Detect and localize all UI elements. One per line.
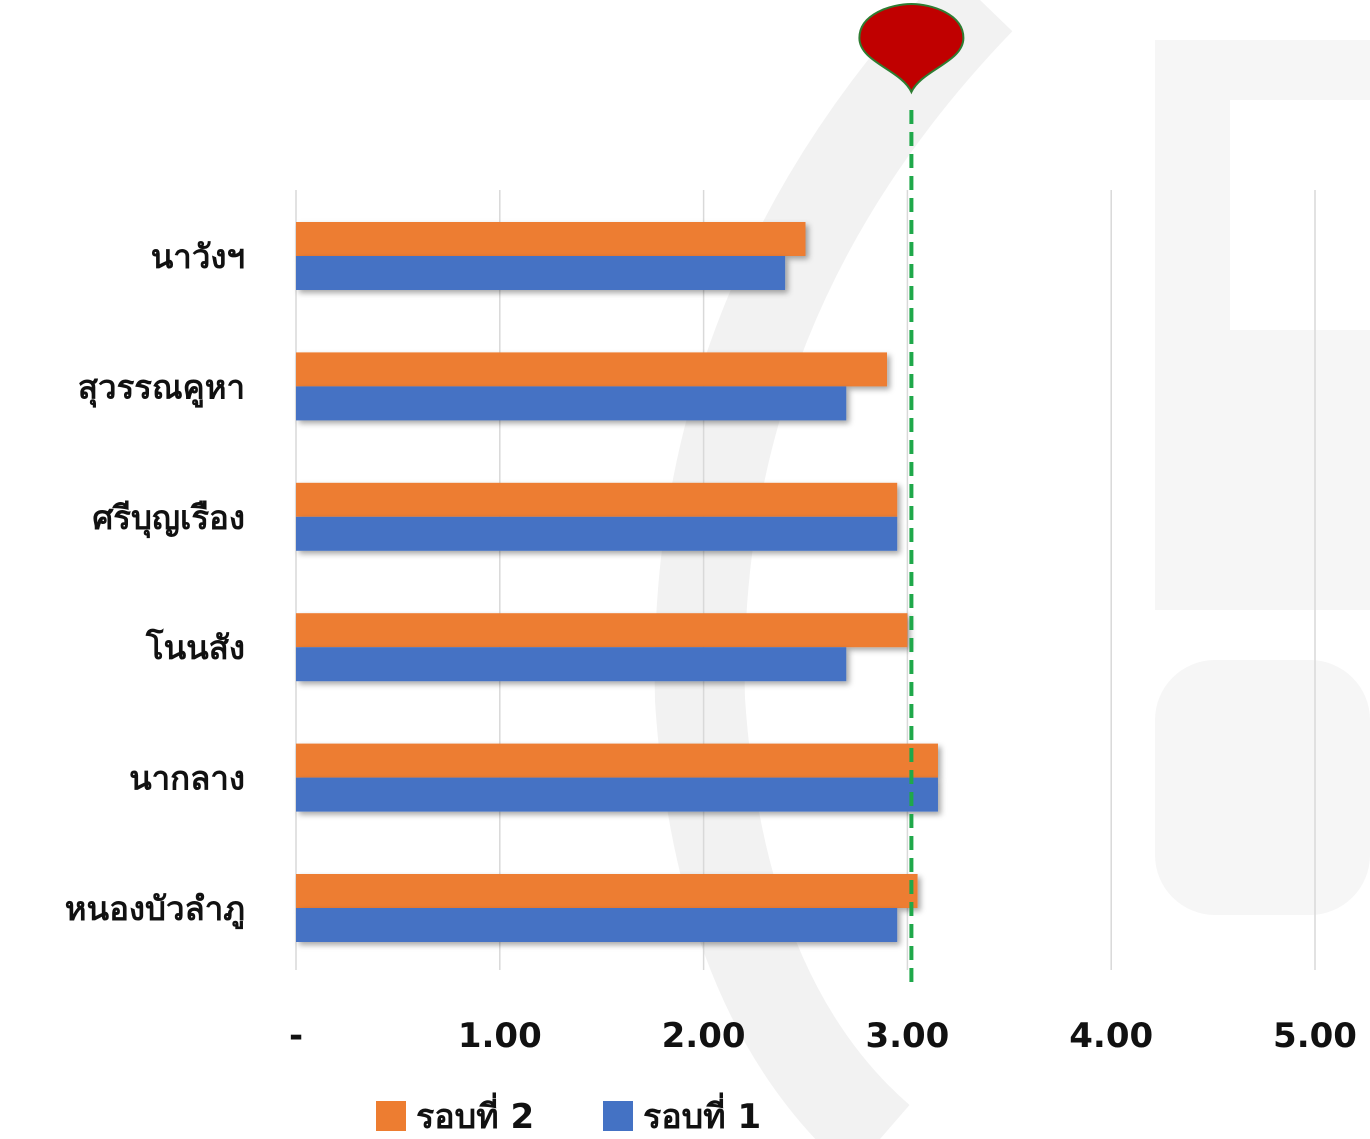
pin-marker-icon bbox=[858, 2, 965, 95]
category-label: นากลาง bbox=[129, 759, 245, 798]
bar-round2-5 bbox=[296, 874, 918, 908]
bar-round2-4 bbox=[296, 743, 938, 778]
bar-round2-3 bbox=[296, 613, 908, 648]
bar-round1-1 bbox=[296, 386, 847, 421]
legend-label-1: รอบที่ 1 bbox=[643, 1092, 761, 1137]
bar-round2-2 bbox=[296, 482, 898, 517]
x-tick-label: 5.00 bbox=[1273, 1016, 1357, 1056]
x-tick-label: 4.00 bbox=[1069, 1016, 1153, 1056]
category-label: นาวังฯ bbox=[151, 237, 245, 276]
bar-round1-5 bbox=[296, 908, 898, 942]
bar-round1-3 bbox=[296, 647, 847, 682]
category-labels: นาวังฯสุวรรณคูหาศรีบุญเรืองโนนสังนากลางห… bbox=[65, 237, 245, 930]
x-tick-label: - bbox=[289, 1016, 303, 1056]
legend-swatch-0 bbox=[376, 1101, 406, 1131]
bar-round1-0 bbox=[296, 256, 786, 290]
x-tick-labels: - 1.00 2.00 3.00 4.00 5.00 bbox=[289, 1016, 1357, 1056]
background-watermark bbox=[654, 0, 1370, 1139]
legend-swatch-1 bbox=[603, 1101, 633, 1131]
x-tick-label: 1.00 bbox=[458, 1016, 542, 1056]
category-label: หนองบัวลำภู bbox=[65, 889, 245, 930]
bars bbox=[296, 222, 938, 942]
legend-label-0: รอบที่ 2 bbox=[416, 1092, 534, 1137]
bar-round1-4 bbox=[296, 777, 938, 812]
bar-round2-1 bbox=[296, 352, 888, 387]
x-tick-label: 3.00 bbox=[865, 1016, 949, 1056]
reference-line-group bbox=[858, 2, 965, 990]
x-tick-label: 2.00 bbox=[662, 1016, 746, 1056]
legend: รอบที่ 2 รอบที่ 1 bbox=[376, 1092, 761, 1137]
bar-round1-2 bbox=[296, 516, 898, 551]
category-label: สุวรรณคูหา bbox=[78, 367, 245, 408]
category-label: โนนสัง bbox=[145, 628, 245, 667]
bar-round2-0 bbox=[296, 222, 806, 256]
gridlines bbox=[295, 190, 1316, 970]
category-label: ศรีบุญเรือง bbox=[92, 498, 245, 539]
